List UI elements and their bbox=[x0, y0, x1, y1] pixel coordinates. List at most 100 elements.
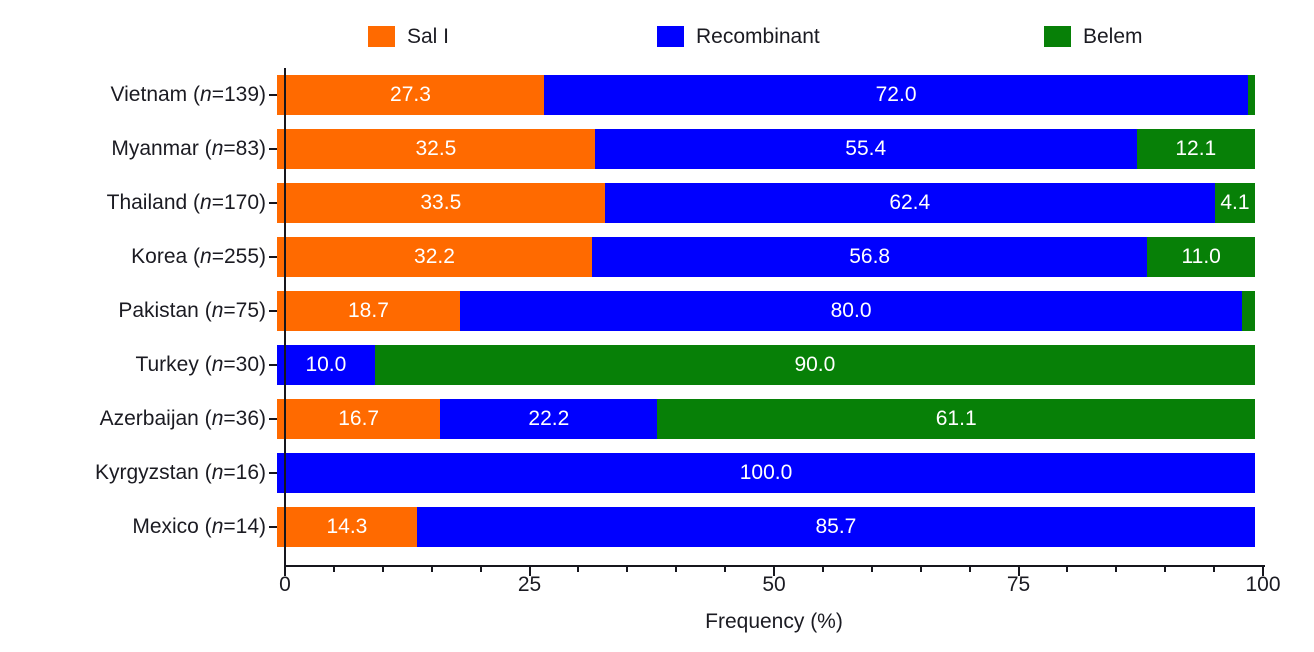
bar-value-label: 14.3 bbox=[326, 515, 368, 538]
bar-segment-belem bbox=[1248, 75, 1255, 115]
bar-value-label: 72.0 bbox=[875, 83, 917, 106]
x-axis-minor-tick bbox=[724, 567, 727, 572]
bar-row: Myanmar (n=83) 32.5 55.4 12.1 bbox=[0, 122, 1263, 176]
x-axis-major-tick bbox=[1017, 567, 1020, 576]
bar-value-label: 16.7 bbox=[338, 407, 380, 430]
bar-value-label: 90.0 bbox=[794, 353, 836, 376]
y-axis-tick bbox=[269, 310, 277, 312]
x-axis-tick-label: 75 bbox=[1006, 573, 1031, 596]
y-axis-label: Turkey (n=30) bbox=[135, 353, 266, 376]
bar-segment-recombinant: 100.0 bbox=[277, 453, 1255, 493]
bar-row: Thailand (n=170) 33.5 62.4 4.1 bbox=[0, 176, 1263, 230]
y-axis-label: Mexico (n=14) bbox=[132, 515, 266, 538]
x-axis-minor-tick bbox=[626, 567, 629, 572]
x-axis-minor-tick bbox=[381, 567, 384, 572]
bar-value-label: 18.7 bbox=[348, 299, 389, 322]
bar-segment-belem: 61.1 bbox=[657, 399, 1255, 439]
y-axis-line bbox=[284, 68, 286, 565]
bar-row: Azerbaijan (n=36) 16.7 22.2 61.1 bbox=[0, 392, 1263, 446]
x-axis-line bbox=[284, 565, 1265, 567]
bar-segment-belem: 90.0 bbox=[374, 345, 1255, 385]
legend-swatch-recombinant bbox=[657, 26, 684, 47]
bar-value-label: 27.3 bbox=[390, 83, 431, 106]
y-axis-label: Kyrgyzstan (n=16) bbox=[94, 461, 266, 484]
bar-segment-sal-i: 32.2 bbox=[277, 237, 592, 277]
legend-item-recombinant: Recombinant bbox=[657, 26, 820, 47]
bar-track: 32.2 56.8 11.0 bbox=[277, 237, 1255, 277]
legend-item-sal-i: Sal I bbox=[368, 26, 449, 47]
legend-swatch-belem bbox=[1044, 26, 1071, 47]
bar-segment-recombinant: 85.7 bbox=[416, 507, 1255, 547]
x-axis-minor-tick bbox=[1164, 567, 1167, 572]
legend-item-belem: Belem bbox=[1044, 26, 1143, 47]
y-axis-tick bbox=[269, 472, 277, 474]
x-axis-title: Frequency (%) bbox=[705, 610, 843, 633]
x-axis-minor-tick bbox=[870, 567, 873, 572]
bar-row: Kyrgyzstan (n=16) 100.0 bbox=[0, 446, 1263, 500]
y-axis-tick bbox=[269, 526, 277, 528]
y-axis-tick bbox=[269, 256, 277, 258]
y-axis-label: Pakistan (n=75) bbox=[118, 299, 266, 322]
y-axis-label: Vietnam (n=139) bbox=[110, 83, 266, 106]
x-axis-minor-tick bbox=[332, 567, 335, 572]
y-axis-tick bbox=[269, 418, 277, 420]
x-axis-minor-tick bbox=[577, 567, 580, 572]
bar-segment-belem: 12.1 bbox=[1136, 129, 1255, 169]
bar-value-label: 10.0 bbox=[305, 353, 347, 376]
x-axis-minor-tick bbox=[821, 567, 824, 572]
x-axis-minor-tick bbox=[1115, 567, 1118, 572]
legend-swatch-sal-i bbox=[368, 26, 395, 47]
bar-segment-sal-i: 18.7 bbox=[277, 291, 460, 331]
legend-label-recombinant: Recombinant bbox=[696, 25, 820, 48]
x-axis-tick-label: 0 bbox=[279, 573, 291, 596]
y-axis-tick bbox=[269, 364, 277, 366]
x-axis-tick-label: 50 bbox=[762, 573, 786, 596]
bar-segment-sal-i: 27.3 bbox=[277, 75, 544, 115]
x-axis-tick-label: 100 bbox=[1245, 573, 1281, 596]
bar-segment-sal-i: 33.5 bbox=[277, 183, 605, 223]
bar-row: Pakistan (n=75) 18.7 80.0 bbox=[0, 284, 1263, 338]
x-axis-major-tick bbox=[528, 567, 531, 576]
x-axis-major-tick bbox=[1262, 567, 1264, 576]
bar-value-label: 55.4 bbox=[845, 137, 887, 160]
bar-value-label: 4.1 bbox=[1220, 191, 1250, 214]
bar-value-label: 85.7 bbox=[815, 515, 857, 538]
bar-value-label: 32.2 bbox=[414, 245, 455, 268]
y-axis-label: Azerbaijan (n=36) bbox=[99, 407, 266, 430]
bar-segment-belem: 4.1 bbox=[1214, 183, 1255, 223]
bar-track: 10.0 90.0 bbox=[277, 345, 1255, 385]
bar-segment-recombinant: 62.4 bbox=[604, 183, 1215, 223]
legend-label-belem: Belem bbox=[1083, 25, 1143, 48]
x-axis-minor-tick bbox=[675, 567, 678, 572]
y-axis-label: Myanmar (n=83) bbox=[111, 137, 266, 160]
bar-segment-recombinant: 55.4 bbox=[594, 129, 1137, 169]
bar-value-label: 56.8 bbox=[849, 245, 891, 268]
bar-segment-recombinant: 72.0 bbox=[543, 75, 1249, 115]
legend-label-sal-i: Sal I bbox=[407, 25, 450, 48]
bar-segment-recombinant: 10.0 bbox=[277, 345, 375, 385]
y-axis-label: Korea (n=255) bbox=[131, 245, 266, 268]
x-axis-minor-tick bbox=[919, 567, 922, 572]
y-axis-label: Thailand (n=170) bbox=[106, 191, 266, 214]
bar-row: Turkey (n=30) 10.0 90.0 bbox=[0, 338, 1263, 392]
bar-value-label: 61.1 bbox=[935, 407, 977, 430]
bar-segment-sal-i: 16.7 bbox=[277, 399, 441, 439]
bar-value-label: 32.5 bbox=[415, 137, 457, 160]
y-axis-tick bbox=[269, 94, 277, 96]
bar-track: 33.5 62.4 4.1 bbox=[277, 183, 1255, 223]
bar-track: 16.7 22.2 61.1 bbox=[277, 399, 1255, 439]
bar-track: 14.3 85.7 bbox=[277, 507, 1255, 547]
legend: Sal I Recombinant Belem bbox=[0, 0, 1314, 60]
x-axis-minor-tick bbox=[968, 567, 971, 572]
bar-value-label: 62.4 bbox=[889, 191, 931, 214]
x-axis-tick-label: 25 bbox=[517, 573, 542, 596]
bar-row: Vietnam (n=139) 27.3 72.0 bbox=[0, 68, 1263, 122]
bar-track: 18.7 80.0 bbox=[277, 291, 1255, 331]
y-axis-tick bbox=[269, 148, 277, 150]
x-axis-major-tick bbox=[773, 567, 775, 576]
bar-value-label: 33.5 bbox=[420, 191, 462, 214]
bar-rows: Vietnam (n=139) 27.3 72.0 Myanmar (n=83) 32.… bbox=[0, 68, 1263, 554]
bar-segment-recombinant: 22.2 bbox=[440, 399, 658, 439]
x-axis-minor-tick bbox=[1066, 567, 1069, 572]
